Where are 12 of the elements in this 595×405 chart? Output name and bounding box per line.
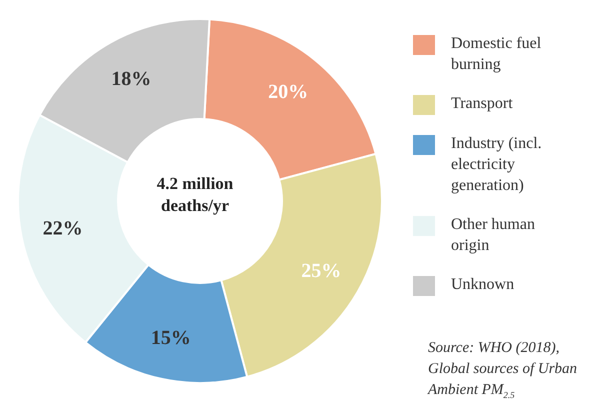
legend-label: Unknown [451, 275, 516, 295]
data-label: 22% [42, 218, 83, 240]
legend-label: Industry (incl. electricity generation) [451, 134, 543, 196]
legend-label: Other human origin [451, 215, 536, 256]
text: 4.2 million deaths/yr [156, 173, 234, 217]
legend-label: Transport [451, 94, 514, 114]
data-label: 25% [301, 260, 342, 282]
legend-label: Domestic fuel burning [451, 34, 542, 75]
data-label: 15% [150, 326, 191, 349]
source-note: Source: WHO (2018), Global sources of Urban Ambient PM$_{2.5}$ [428, 340, 578, 400]
data-label: 18% [111, 68, 152, 90]
data-label: 20% [268, 81, 308, 104]
